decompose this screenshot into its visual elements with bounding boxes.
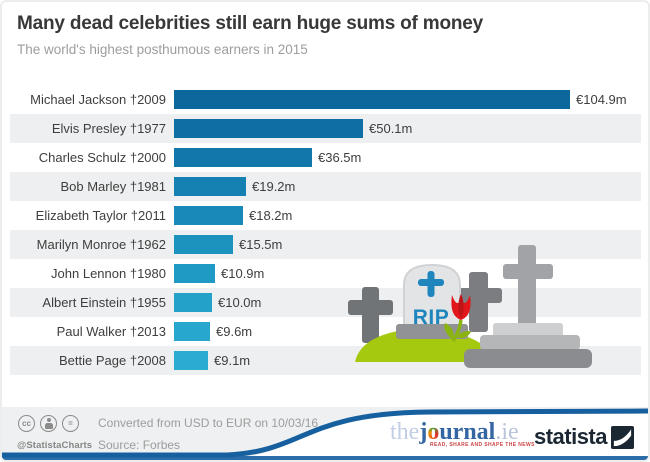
row-label: Marilyn Monroe †1962 bbox=[36, 237, 166, 252]
journal-tagline: READ, SHARE AND SHAPE THE NEWS bbox=[430, 442, 535, 448]
graveyard-illustration: RIP bbox=[348, 245, 592, 368]
row-label: Albert Einstein †1955 bbox=[42, 295, 166, 310]
pedestal bbox=[464, 323, 592, 368]
value-bar bbox=[174, 235, 233, 254]
cc-icon: cc bbox=[18, 415, 35, 432]
value-label: €19.2m bbox=[252, 179, 296, 194]
value-label: €10.9m bbox=[221, 266, 265, 281]
value-label: €104.9m bbox=[576, 92, 627, 107]
statista-logo: statista bbox=[534, 424, 634, 450]
chart-row: Michael Jackson †2009 €104.9m bbox=[2, 85, 648, 114]
value-bar bbox=[174, 148, 312, 167]
small-cross-icon bbox=[348, 287, 393, 343]
value-bar bbox=[174, 206, 243, 225]
statista-square-icon bbox=[611, 425, 634, 449]
chart-row: Bob Marley †1981 €19.2m bbox=[2, 172, 648, 201]
chart-row: John Lennon †1980 €10.9m bbox=[2, 259, 648, 288]
statista-handle: @StatistaCharts bbox=[17, 440, 93, 451]
chart-row: Elvis Presley †1977 €50.1m bbox=[2, 114, 648, 143]
mid-cross-icon bbox=[454, 272, 502, 332]
row-label: Paul Walker †2013 bbox=[56, 324, 166, 339]
value-bar bbox=[174, 322, 210, 341]
page-title: Many dead celebrities still earn huge su… bbox=[17, 13, 483, 34]
conversion-note: Converted from USD to EUR on 10/03/16 bbox=[98, 416, 319, 430]
row-label: Charles Schulz †2000 bbox=[38, 150, 166, 165]
chart-row: Marilyn Monroe †1962 €15.5m bbox=[2, 230, 648, 259]
attribution-icon bbox=[40, 415, 57, 432]
value-label: €9.1m bbox=[214, 353, 251, 368]
value-bar bbox=[174, 177, 246, 196]
value-label: €15.5m bbox=[239, 237, 283, 252]
row-label: Michael Jackson †2009 bbox=[30, 92, 166, 107]
value-label: €18.2m bbox=[249, 208, 293, 223]
chart-row: Elizabeth Taylor †2011 €18.2m bbox=[2, 201, 648, 230]
cc-license: cc = bbox=[18, 415, 79, 432]
value-bar bbox=[174, 90, 570, 109]
value-label: €36.5m bbox=[318, 150, 362, 165]
page-subtitle: The world's highest posthumous earners i… bbox=[17, 42, 308, 57]
value-bar bbox=[174, 264, 215, 283]
footer-wave bbox=[2, 407, 648, 460]
value-bar bbox=[174, 293, 212, 312]
chart-row: Charles Schulz †2000 €36.5m bbox=[2, 143, 648, 172]
tombstone-icon: RIP bbox=[396, 263, 468, 339]
equal-icon: = bbox=[62, 415, 79, 432]
chart-row: Paul Walker †2013 €9.6m bbox=[2, 317, 648, 346]
value-label: €50.1m bbox=[369, 121, 413, 136]
row-label: Elizabeth Taylor †2011 bbox=[35, 208, 166, 223]
row-label: Bettie Page †2008 bbox=[59, 353, 166, 368]
journal-o-icon: o bbox=[427, 419, 440, 445]
value-label: €9.6m bbox=[216, 324, 253, 339]
value-bar bbox=[174, 351, 208, 370]
row-label: Elvis Presley †1977 bbox=[51, 121, 166, 136]
value-label: €10.0m bbox=[218, 295, 262, 310]
thejournal-logo: thejournal.ie READ, SHARE AND SHAPE THE … bbox=[390, 419, 535, 448]
row-label: Bob Marley †1981 bbox=[60, 179, 166, 194]
tulip-icon bbox=[444, 294, 471, 342]
row-label: John Lennon †1980 bbox=[51, 266, 166, 281]
rip-text: RIP bbox=[413, 306, 450, 329]
large-cross-icon bbox=[503, 245, 553, 335]
value-bar bbox=[174, 119, 363, 138]
source-label: Source: Forbes bbox=[98, 438, 181, 452]
